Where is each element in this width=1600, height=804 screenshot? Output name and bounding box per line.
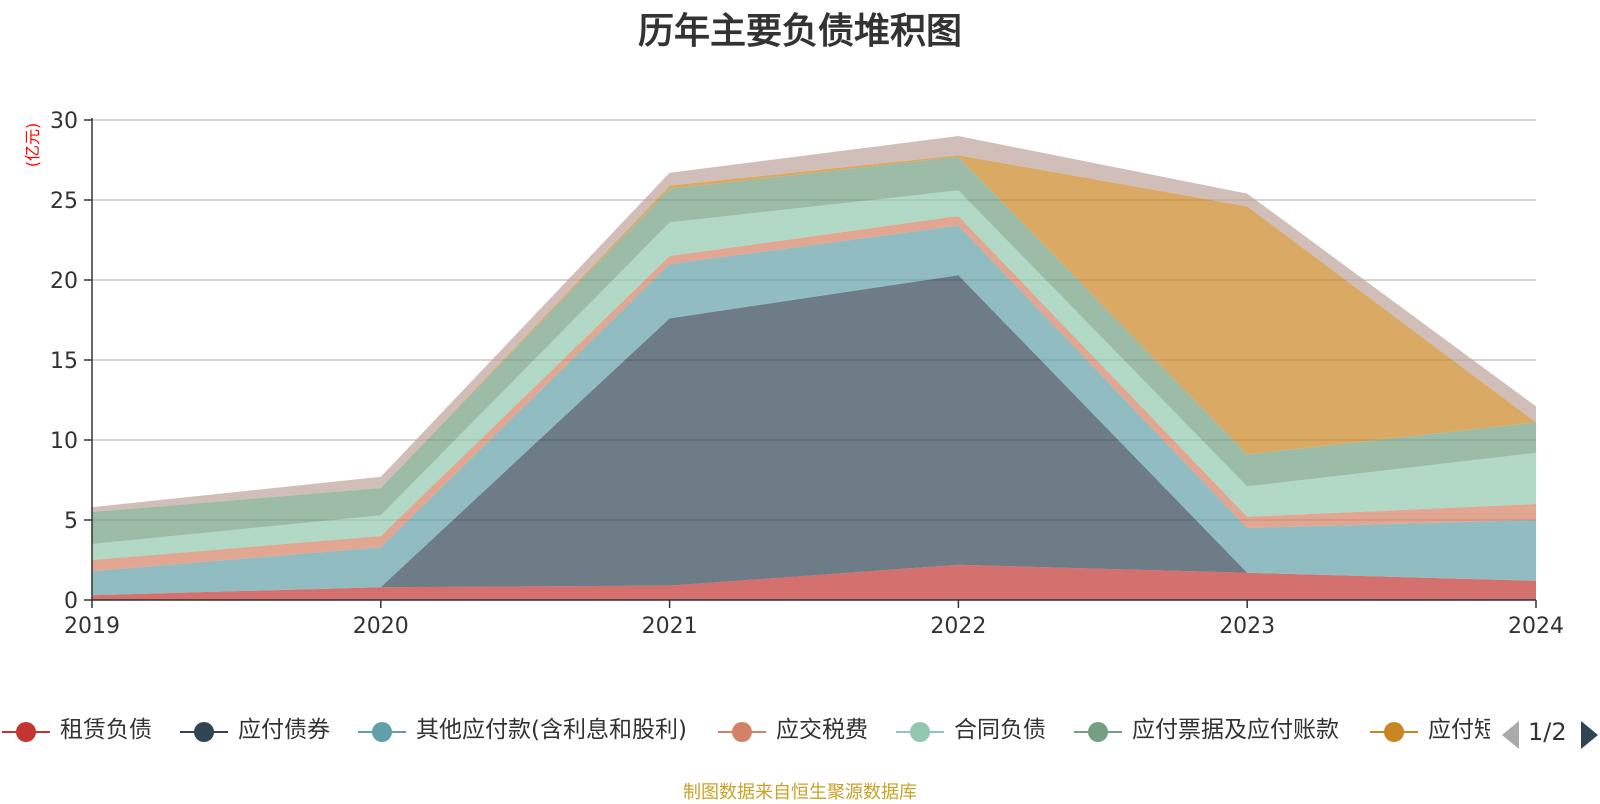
area-series-2[interactable]	[92, 225, 1536, 596]
area-series-5[interactable]	[92, 156, 1536, 545]
x-tick-label: 2023	[1219, 614, 1275, 639]
y-tick-label: 15	[50, 349, 78, 374]
y-tick-label: 10	[50, 429, 78, 454]
legend-marker-icon	[718, 722, 766, 742]
legend-prev-page-button[interactable]	[1501, 720, 1521, 750]
legend-marker-icon	[1074, 722, 1122, 742]
legend-marker-icon	[896, 722, 944, 742]
y-tick-label: 30	[50, 109, 78, 134]
legend-label: 应付债券	[238, 717, 330, 743]
area-series-1[interactable]	[92, 275, 1536, 596]
y-tick-label: 0	[64, 589, 78, 614]
legend-label: 应付票据及应付账款	[1132, 717, 1339, 743]
legend-label: 租赁负债	[60, 717, 152, 743]
x-tick-label: 2019	[64, 614, 120, 639]
x-tick-label: 2024	[1508, 614, 1564, 639]
y-tick-label: 25	[50, 189, 78, 214]
legend-marker-icon	[180, 722, 228, 742]
legend-label: 其他应付款(含利息和股利)	[416, 717, 687, 743]
area-series-0[interactable]	[92, 564, 1536, 600]
y-tick-label: 5	[64, 509, 78, 534]
x-tick-label: 2022	[930, 614, 986, 639]
chart-title: 历年主要负债堆积图	[637, 11, 962, 52]
chevron-left-icon	[1502, 721, 1519, 749]
axes: 0 5 10 15 20 25 30 2019 2020 2021 2022 2023 2024	[50, 109, 1564, 639]
source-note: 制图数据来自恒生聚源数据库	[683, 782, 917, 803]
legend-marker-icon	[358, 722, 406, 742]
y-tick-label: 20	[50, 269, 78, 294]
y-axis-unit-label: (亿元)	[23, 123, 42, 168]
legend-marker-icon	[2, 722, 50, 742]
legend-label: 应付短期债券	[1428, 717, 1490, 743]
legend-label: 应交税费	[776, 717, 868, 743]
x-tick-label: 2021	[642, 614, 698, 639]
legend-label: 合同负债	[954, 717, 1046, 743]
legend-page-indicator: 1/2	[1528, 718, 1567, 746]
area-series	[92, 136, 1536, 600]
legend: 租赁负债 应付债券 其他应付款(含利息和股利) 应交税费 合同负债 应付票据及应付账款 应付…	[0, 712, 1600, 752]
legend-next-page-button[interactable]	[1579, 720, 1599, 750]
legend-marker-icon	[1370, 722, 1418, 742]
x-tick-label: 2020	[353, 614, 409, 639]
legend-items: 租赁负债 应付债券 其他应付款(含利息和股利) 应交税费 合同负债 应付票据及应付账款 应付…	[0, 712, 1490, 752]
area-series-6[interactable]	[92, 155, 1536, 512]
chevron-right-icon	[1581, 721, 1598, 749]
